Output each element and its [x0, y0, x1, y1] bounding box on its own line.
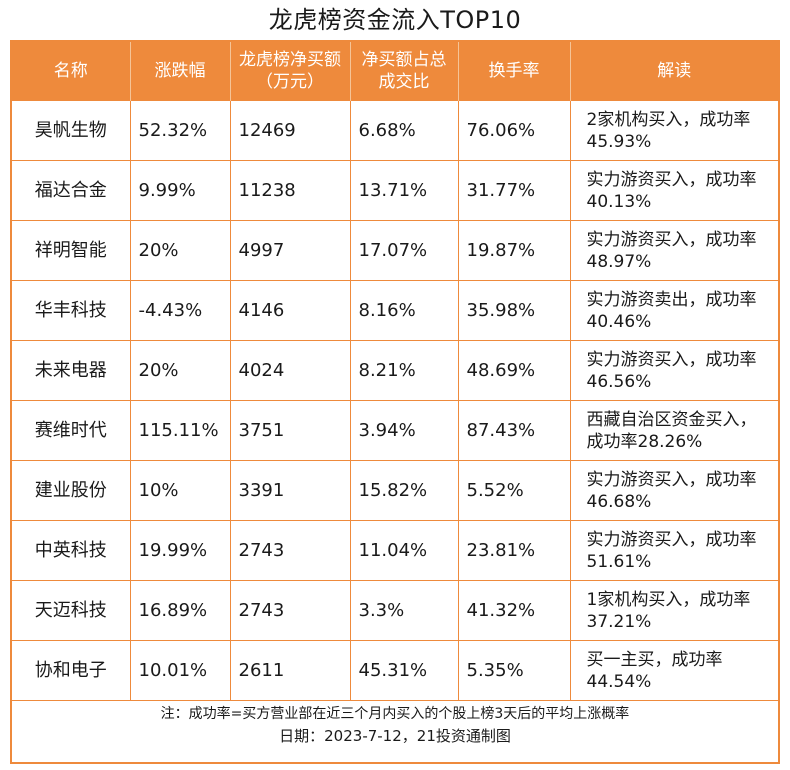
cell-change: 115.11% — [129, 400, 231, 461]
header-turnover: 换手率 — [458, 42, 571, 101]
header-name: 名称 — [12, 42, 131, 101]
cell-ratio: 8.16% — [349, 280, 459, 341]
cell-change: 9.99% — [129, 160, 231, 221]
cell-turnover: 48.69% — [457, 340, 571, 401]
cell-change: 16.89% — [129, 580, 231, 641]
cell-ratio: 8.21% — [349, 340, 459, 401]
page-title: 龙虎榜资金流入TOP10 — [268, 6, 522, 34]
cell-note: 实力游资买入，成功率46.56% — [569, 340, 778, 401]
cell-note: 实力游资卖出，成功率40.46% — [569, 280, 778, 341]
table-frame — [10, 40, 780, 764]
cell-name: 协和电子 — [12, 640, 131, 701]
cell-change: 20% — [129, 340, 231, 401]
cell-note: 实力游资买入，成功率40.13% — [569, 160, 778, 221]
cell-net-buy: 4024 — [229, 340, 351, 401]
cell-ratio: 11.04% — [349, 520, 459, 581]
footer: 注：成功率=买方营业部在近三个月内买入的个股上榜3天后的平均上涨概率 日期：20… — [12, 704, 778, 746]
cell-name: 中英科技 — [12, 520, 131, 581]
cell-note: 1家机构买入，成功率37.21% — [569, 580, 778, 641]
table-row: 福达合金 9.99% 11238 13.71% 31.77% 实力游资买入，成功… — [12, 160, 778, 221]
cell-change: 19.99% — [129, 520, 231, 581]
cell-name: 福达合金 — [12, 160, 131, 221]
cell-name: 赛维时代 — [12, 400, 131, 461]
cell-net-buy: 3391 — [229, 460, 351, 521]
cell-ratio: 45.31% — [349, 640, 459, 701]
table-row: 中英科技 19.99% 2743 11.04% 23.81% 实力游资买入，成功… — [12, 520, 778, 581]
header-note: 解读 — [570, 42, 778, 101]
cell-change: 20% — [129, 220, 231, 281]
cell-name: 未来电器 — [12, 340, 131, 401]
cell-note: 买一主买，成功率44.54% — [569, 640, 778, 701]
cell-name: 建业股份 — [12, 460, 131, 521]
cell-note: 实力游资买入，成功率46.68% — [569, 460, 778, 521]
header-ratio: 净买额占总成交比 — [350, 42, 459, 101]
table-row: 未来电器 20% 4024 8.21% 48.69% 实力游资买入，成功率46.… — [12, 340, 778, 401]
cell-net-buy: 2743 — [229, 520, 351, 581]
data-table: 名称 涨跌幅 龙虎榜净买额（万元） 净买额占总成交比 换手率 解读 昊帆生物 5… — [12, 42, 778, 701]
cell-change: 52.32% — [129, 100, 231, 161]
cell-note: 西藏自治区资金买入，成功率28.26% — [569, 400, 778, 461]
cell-note: 2家机构买入，成功率45.93% — [569, 100, 778, 161]
cell-note: 实力游资买入，成功率48.97% — [569, 220, 778, 281]
cell-net-buy: 2743 — [229, 580, 351, 641]
cell-turnover: 41.32% — [457, 580, 571, 641]
cell-net-buy: 4146 — [229, 280, 351, 341]
table-row: 昊帆生物 52.32% 12469 6.68% 76.06% 2家机构买入，成功… — [12, 100, 778, 161]
cell-ratio: 3.94% — [349, 400, 459, 461]
cell-change: 10.01% — [129, 640, 231, 701]
table-row: 华丰科技 -4.43% 4146 8.16% 35.98% 实力游资卖出，成功率… — [12, 280, 778, 341]
cell-turnover: 19.87% — [457, 220, 571, 281]
cell-net-buy: 4997 — [229, 220, 351, 281]
cell-turnover: 31.77% — [457, 160, 571, 221]
cell-net-buy: 11238 — [229, 160, 351, 221]
cell-ratio: 13.71% — [349, 160, 459, 221]
footnote: 注：成功率=买方营业部在近三个月内买入的个股上榜3天后的平均上涨概率 — [160, 706, 630, 722]
table-row: 赛维时代 115.11% 3751 3.94% 87.43% 西藏自治区资金买入… — [12, 400, 778, 461]
cell-turnover: 5.35% — [457, 640, 571, 701]
cell-turnover: 35.98% — [457, 280, 571, 341]
cell-name: 天迈科技 — [12, 580, 131, 641]
table-row: 天迈科技 16.89% 2743 3.3% 41.32% 1家机构买入，成功率3… — [12, 580, 778, 641]
cell-name: 祥明智能 — [12, 220, 131, 281]
cell-turnover: 76.06% — [457, 100, 571, 161]
cell-name: 华丰科技 — [12, 280, 131, 341]
cell-net-buy: 2611 — [229, 640, 351, 701]
cell-change: 10% — [129, 460, 231, 521]
cell-note: 实力游资买入，成功率51.61% — [569, 520, 778, 581]
cell-ratio: 17.07% — [349, 220, 459, 281]
table-header-row: 名称 涨跌幅 龙虎榜净买额（万元） 净买额占总成交比 换手率 解读 — [12, 42, 778, 101]
table-row: 祥明智能 20% 4997 17.07% 19.87% 实力游资买入，成功率48… — [12, 220, 778, 281]
cell-change: -4.43% — [129, 280, 231, 341]
cell-ratio: 3.3% — [349, 580, 459, 641]
table-row: 建业股份 10% 3391 15.82% 5.52% 实力游资买入，成功率46.… — [12, 460, 778, 521]
cell-ratio: 6.68% — [349, 100, 459, 161]
header-change: 涨跌幅 — [130, 42, 231, 101]
cell-ratio: 15.82% — [349, 460, 459, 521]
cell-turnover: 5.52% — [457, 460, 571, 521]
table-row: 协和电子 10.01% 2611 45.31% 5.35% 买一主买，成功率44… — [12, 640, 778, 701]
cell-net-buy: 12469 — [229, 100, 351, 161]
cell-turnover: 23.81% — [457, 520, 571, 581]
cell-name: 昊帆生物 — [12, 100, 131, 161]
cell-net-buy: 3751 — [229, 400, 351, 461]
header-net-buy: 龙虎榜净买额（万元） — [230, 42, 351, 101]
cell-turnover: 87.43% — [457, 400, 571, 461]
date-line: 日期：2023-7-12，21投资通制图 — [279, 727, 511, 745]
